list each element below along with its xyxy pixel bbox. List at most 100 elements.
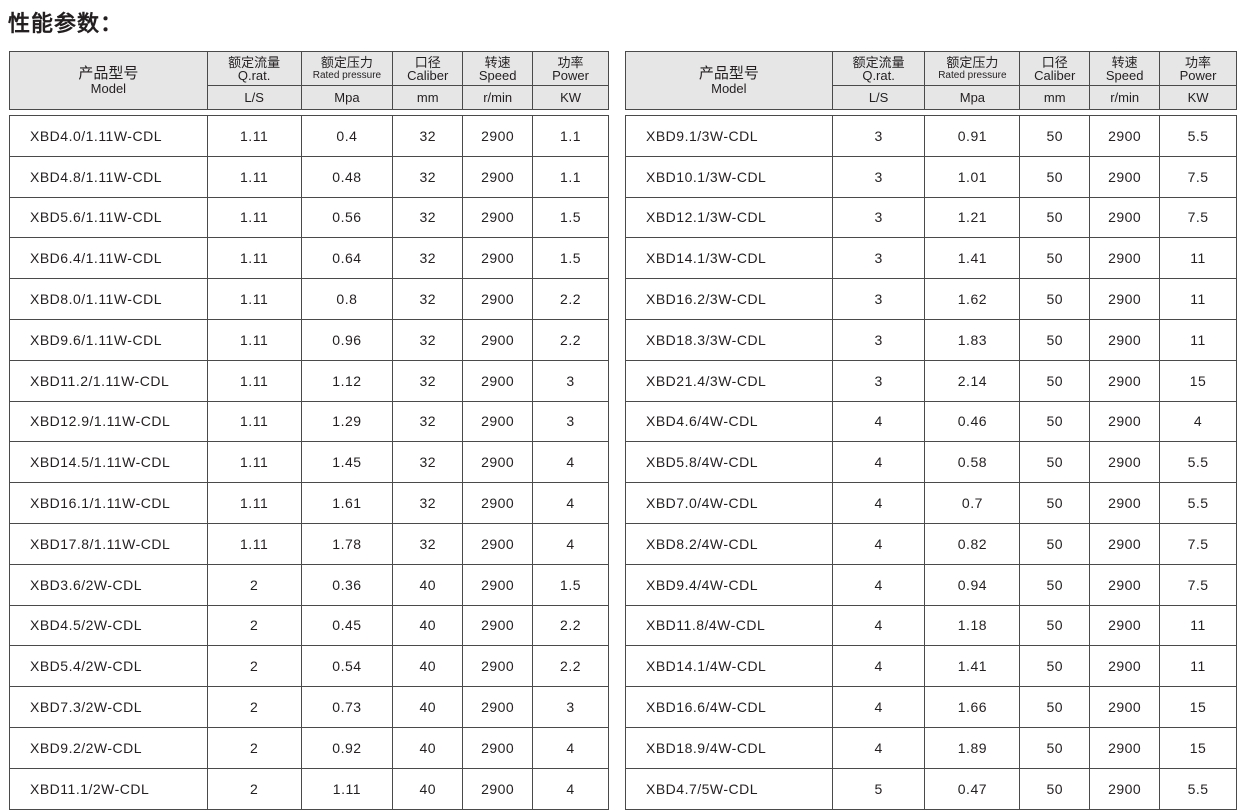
table-cell: 40 <box>392 563 464 606</box>
table-cell: 1.11 <box>206 318 302 361</box>
table-cell: 1.1 <box>532 115 609 157</box>
table-row: XBD14.1/4W-CDL 4 1.41 50 2900 11 <box>625 645 1237 688</box>
table-cell: XBD7.0/4W-CDL <box>625 482 833 524</box>
table-cell: XBD18.3/3W-CDL <box>625 318 833 361</box>
table-cell: XBD11.1/2W-CDL <box>9 767 208 810</box>
table-cell: 3 <box>831 359 926 402</box>
table-cell: 4 <box>831 400 926 443</box>
table-cell: XBD16.6/4W-CDL <box>625 686 833 728</box>
table-cell: 32 <box>392 482 464 524</box>
table-cell: 32 <box>392 359 464 402</box>
unit-header: mm <box>392 85 464 110</box>
table-cell: 11 <box>1159 645 1237 688</box>
table-cell: 50 <box>1019 522 1091 565</box>
table-cell: 2900 <box>462 604 534 647</box>
table-cell: 0.73 <box>300 686 394 728</box>
table-cell: 1.11 <box>206 237 302 280</box>
table-cell: 3 <box>831 155 926 198</box>
column-header: 额定流量 Q.rat. <box>206 51 302 86</box>
table-cell: 2900 <box>462 318 534 361</box>
table-cell: 2 <box>206 604 302 647</box>
table-row: XBD5.6/1.11W-CDL 1.11 0.56 32 2900 1.5 <box>9 196 609 239</box>
table-cell: 4 <box>532 482 609 524</box>
table-cell: 2.14 <box>924 359 1021 402</box>
table-cell: 1.62 <box>924 278 1021 320</box>
column-header: 额定压力 Rated pressure <box>924 51 1021 86</box>
table-cell: 2900 <box>1089 115 1161 157</box>
table-cell: 2900 <box>462 767 534 810</box>
table-cell: 2 <box>206 645 302 688</box>
table-cell: 1.5 <box>532 196 609 239</box>
table-cell: 40 <box>392 604 464 647</box>
table-cell: 32 <box>392 441 464 484</box>
table-cell: XBD9.6/1.11W-CDL <box>9 318 208 361</box>
table-cell: XBD5.4/2W-CDL <box>9 645 208 688</box>
column-header: 转速 Speed <box>462 51 534 86</box>
table-cell: XBD5.6/1.11W-CDL <box>9 196 208 239</box>
table-cell: 2900 <box>1089 726 1161 769</box>
table-cell: 50 <box>1019 400 1091 443</box>
table-row: XBD11.8/4W-CDL 4 1.18 50 2900 11 <box>625 604 1237 647</box>
table-cell: 2900 <box>462 522 534 565</box>
table-cell: 2900 <box>1089 482 1161 524</box>
table-cell: 11 <box>1159 237 1237 280</box>
table-cell: 32 <box>392 278 464 320</box>
table-cell: 1.41 <box>924 237 1021 280</box>
table-cell: 1.41 <box>924 645 1021 688</box>
table-cell: XBD18.9/4W-CDL <box>625 726 833 769</box>
table-cell: XBD14.1/3W-CDL <box>625 237 833 280</box>
table-cell: 2900 <box>462 196 534 239</box>
table-cell: 2900 <box>462 441 534 484</box>
table-cell: 2900 <box>1089 645 1161 688</box>
table-cell: 32 <box>392 155 464 198</box>
table-cell: 2900 <box>1089 155 1161 198</box>
table-cell: 4 <box>831 441 926 484</box>
table-cell: 2900 <box>1089 359 1161 402</box>
table-cell: 7.5 <box>1159 522 1237 565</box>
table-row: XBD18.3/3W-CDL 3 1.83 50 2900 11 <box>625 318 1237 361</box>
column-header: 转速 Speed <box>1089 51 1161 86</box>
table-cell: 1.1 <box>532 155 609 198</box>
unit-header: r/min <box>1089 85 1161 110</box>
table-cell: XBD7.3/2W-CDL <box>9 686 208 728</box>
table-row: XBD4.5/2W-CDL 2 0.45 40 2900 2.2 <box>9 604 609 647</box>
table-row: XBD9.6/1.11W-CDL 1.11 0.96 32 2900 2.2 <box>9 318 609 361</box>
unit-header: KW <box>1159 85 1237 110</box>
column-header: 口径 Caliber <box>1019 51 1091 86</box>
table-cell: XBD4.0/1.11W-CDL <box>9 115 208 157</box>
table-cell: 2 <box>206 563 302 606</box>
table-cell: 1.83 <box>924 318 1021 361</box>
table-cell: 5.5 <box>1159 441 1237 484</box>
table-cell: 32 <box>392 115 464 157</box>
table-row: XBD11.1/2W-CDL 2 1.11 40 2900 4 <box>9 767 609 810</box>
table-row: XBD17.8/1.11W-CDL 1.11 1.78 32 2900 4 <box>9 522 609 565</box>
table-cell: 0.94 <box>924 563 1021 606</box>
table-cell: 1.5 <box>532 237 609 280</box>
table-cell: 4 <box>831 645 926 688</box>
table-cell: XBD8.2/4W-CDL <box>625 522 833 565</box>
table-cell: 1.11 <box>206 196 302 239</box>
table-cell: 1.29 <box>300 400 394 443</box>
table-cell: 2900 <box>1089 237 1161 280</box>
table-cell: 3 <box>831 318 926 361</box>
table-row: XBD14.1/3W-CDL 3 1.41 50 2900 11 <box>625 237 1237 280</box>
table-row: XBD3.6/2W-CDL 2 0.36 40 2900 1.5 <box>9 563 609 606</box>
table-row: XBD7.0/4W-CDL 4 0.7 50 2900 5.5 <box>625 482 1237 524</box>
table-cell: 2900 <box>462 645 534 688</box>
table-cell: 0.91 <box>924 115 1021 157</box>
table-cell: 1.11 <box>206 400 302 443</box>
table-cell: XBD12.1/3W-CDL <box>625 196 833 239</box>
table-cell: 1.11 <box>206 115 302 157</box>
table-cell: XBD14.1/4W-CDL <box>625 645 833 688</box>
column-header: 额定压力 Rated pressure <box>300 51 394 86</box>
table-cell: 4 <box>831 482 926 524</box>
table-cell: 50 <box>1019 604 1091 647</box>
table-cell: 2 <box>206 726 302 769</box>
table-cell: 2900 <box>1089 522 1161 565</box>
table-cell: XBD4.5/2W-CDL <box>9 604 208 647</box>
table-cell: 50 <box>1019 726 1091 769</box>
table-cell: 2900 <box>462 359 534 402</box>
table-cell: 1.89 <box>924 726 1021 769</box>
table-cell: 0.4 <box>300 115 394 157</box>
table-cell: 40 <box>392 686 464 728</box>
